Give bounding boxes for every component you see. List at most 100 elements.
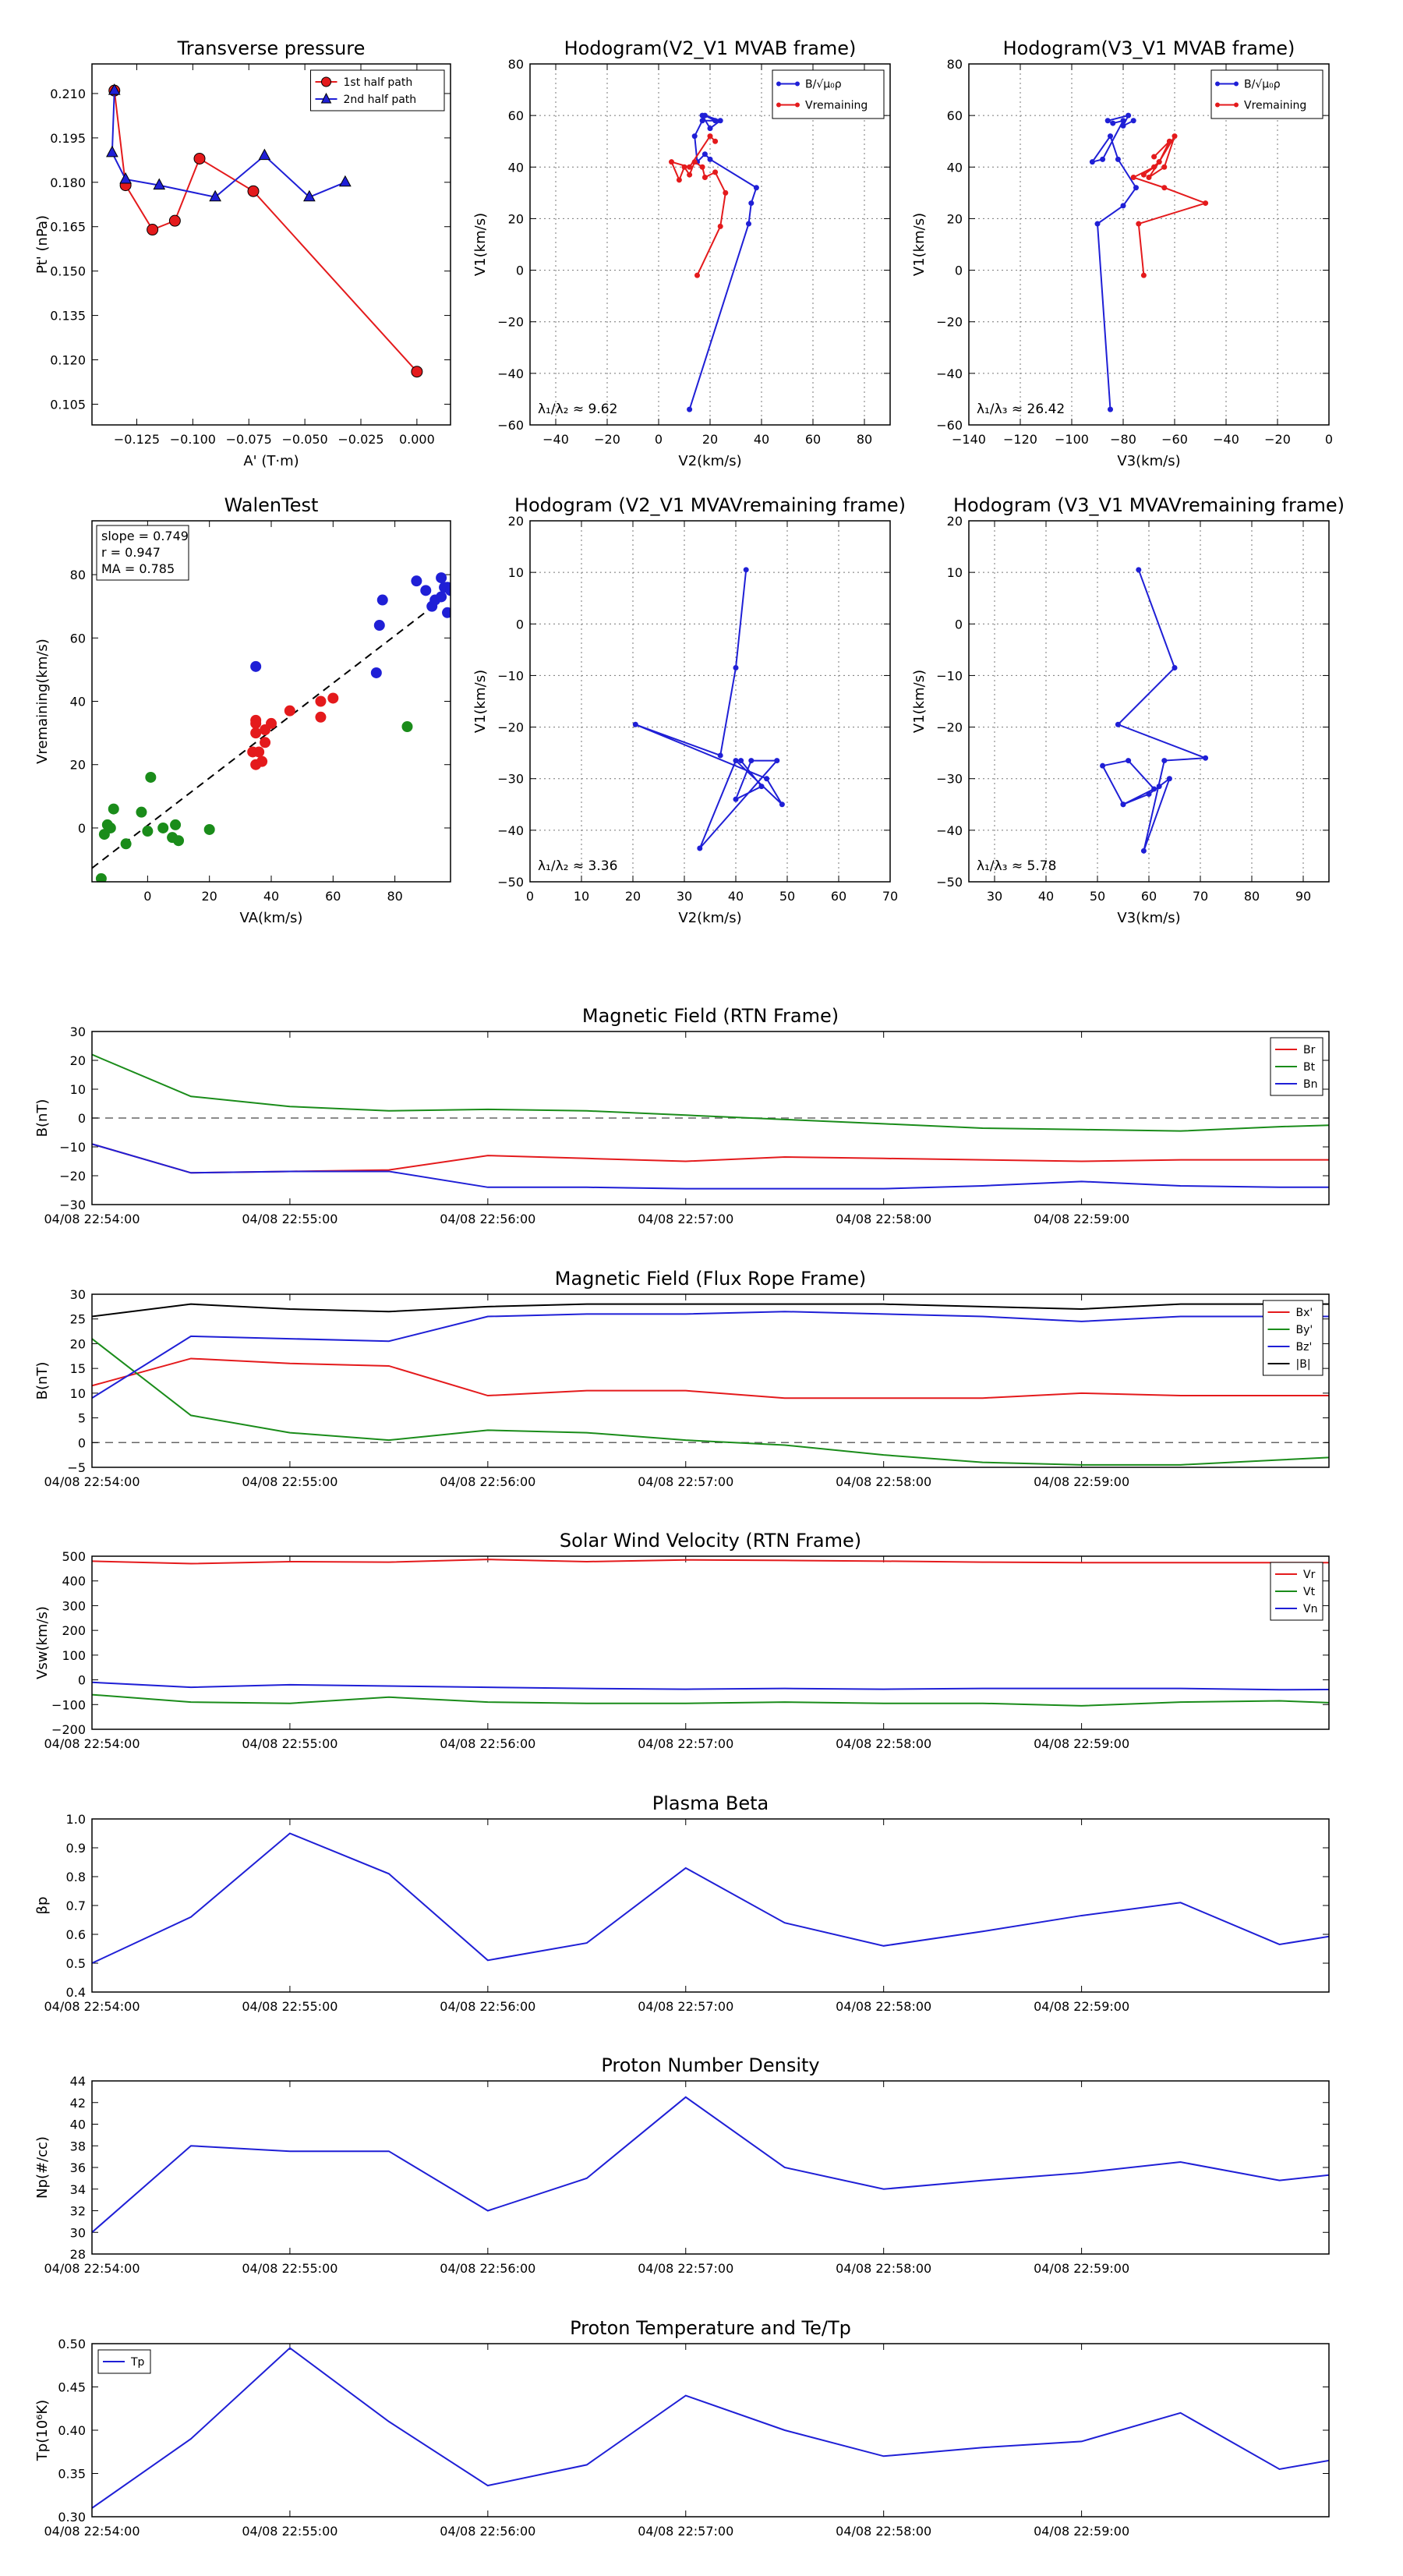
data-point bbox=[733, 665, 739, 671]
data-point bbox=[632, 721, 638, 727]
x-tick-label: 04/08 22:54:00 bbox=[44, 1999, 140, 2014]
y-axis-label: Vsw(km/s) bbox=[34, 1606, 51, 1679]
series-line-Bt bbox=[92, 1053, 1329, 1132]
data-point bbox=[1172, 665, 1178, 671]
x-tick-label: 04/08 22:59:00 bbox=[1034, 1212, 1129, 1226]
y-tick-label: 80 bbox=[508, 57, 524, 72]
y-tick-label: 300 bbox=[62, 1598, 86, 1613]
y-tick-label: 42 bbox=[70, 2096, 86, 2111]
legend-marker bbox=[795, 81, 800, 87]
x-axis-label: V3(km/s) bbox=[1117, 910, 1180, 926]
data-point bbox=[748, 200, 755, 207]
axes-frame bbox=[968, 63, 1330, 426]
x-tick-label: 04/08 22:58:00 bbox=[836, 2524, 931, 2539]
x-tick-label: 40 bbox=[728, 889, 744, 904]
x-tick-label: 04/08 22:58:00 bbox=[836, 2261, 931, 2276]
x-tick-label: −0.075 bbox=[226, 432, 272, 447]
plot-area bbox=[92, 1303, 1329, 1466]
x-tick-label: 04/08 22:57:00 bbox=[638, 2261, 733, 2276]
data-point bbox=[1151, 786, 1157, 792]
data-point bbox=[676, 177, 682, 183]
x-tick-label: 04/08 22:54:00 bbox=[44, 2524, 140, 2539]
data-point bbox=[250, 660, 262, 672]
data-point bbox=[1126, 758, 1132, 764]
data-point bbox=[1120, 801, 1126, 808]
data-point bbox=[758, 784, 765, 790]
data-point bbox=[108, 803, 119, 815]
data-point bbox=[119, 172, 132, 184]
y-tick-label: 34 bbox=[70, 2182, 86, 2197]
data-point bbox=[1115, 721, 1121, 727]
correlation-label: r = 0.947 bbox=[101, 545, 161, 560]
data-point bbox=[411, 575, 422, 587]
proton-temp-chart: 04/08 22:54:00 04/08 22:55:00 04/08 22:56:… bbox=[34, 2317, 1330, 2539]
data-point bbox=[266, 717, 277, 729]
data-point bbox=[1136, 221, 1142, 227]
data-point bbox=[712, 169, 719, 175]
y-tick-label: 40 bbox=[947, 160, 963, 175]
x-tick-label: 04/08 22:59:00 bbox=[1034, 2261, 1129, 2276]
fit-line bbox=[92, 592, 451, 869]
y-tick-label: 0 bbox=[78, 1435, 86, 1450]
legend-marker bbox=[321, 76, 331, 87]
y-tick-label: 10 bbox=[508, 565, 524, 580]
x-tick-label: 60 bbox=[805, 432, 821, 447]
data-point bbox=[699, 118, 705, 124]
x-tick-label: 10 bbox=[574, 889, 589, 904]
chart-title: Transverse pressure bbox=[177, 37, 366, 59]
data-point bbox=[106, 145, 118, 157]
y-tick-label: 60 bbox=[70, 631, 86, 646]
hodogram-v3-v1-mvab-chart: −140 −120 −100 −80 −60 −40 −20 0 −60 −40 −20 0 20 40 6… bbox=[911, 37, 1333, 469]
data-point bbox=[1146, 175, 1152, 181]
y-tick-label: 500 bbox=[62, 1549, 86, 1564]
y-tick-label: 40 bbox=[508, 160, 524, 175]
data-point bbox=[1161, 758, 1168, 764]
x-tick-label: 04/08 22:57:00 bbox=[638, 1999, 733, 2014]
data-point bbox=[1130, 118, 1136, 124]
x-tick-label: 04/08 22:54:00 bbox=[44, 1736, 140, 1751]
y-tick-label: −200 bbox=[51, 1722, 86, 1737]
x-tick-label: −0.050 bbox=[282, 432, 328, 447]
legend-entry: Bn bbox=[1303, 1078, 1317, 1091]
x-tick-label: −100 bbox=[1055, 432, 1089, 447]
y-tick-label: 20 bbox=[947, 514, 963, 529]
chart-title: Hodogram(V2_V1 MVAB frame) bbox=[564, 37, 857, 59]
data-point bbox=[1126, 112, 1132, 119]
data-point bbox=[699, 112, 705, 119]
y-tick-label: 0.7 bbox=[66, 1898, 86, 1913]
data-point bbox=[687, 172, 693, 178]
axes-frame bbox=[529, 520, 891, 883]
data-point bbox=[694, 272, 700, 278]
x-tick-label: −20 bbox=[1264, 432, 1291, 447]
y-tick-label: 0.150 bbox=[50, 264, 86, 279]
y-tick-label: 10 bbox=[70, 1386, 86, 1401]
series-line-By' bbox=[92, 1338, 1329, 1466]
x-tick-label: 04/08 22:55:00 bbox=[242, 2524, 337, 2539]
y-axis-label: V1(km/s) bbox=[472, 213, 489, 276]
series-line-B/√μ₀ρ bbox=[688, 115, 758, 410]
y-tick-label: 25 bbox=[70, 1312, 86, 1327]
x-tick-label: 0.000 bbox=[399, 432, 435, 447]
legend-entry: Bx' bbox=[1296, 1307, 1313, 1319]
data-point bbox=[1100, 763, 1106, 769]
y-axis-label: V1(km/s) bbox=[911, 213, 928, 276]
legend-entry: Vremaining bbox=[805, 100, 868, 112]
data-point bbox=[1108, 406, 1113, 412]
y-tick-label: −20 bbox=[59, 1169, 86, 1184]
y-tick-label: −30 bbox=[497, 772, 524, 787]
y-tick-label: 0 bbox=[955, 617, 963, 632]
y-tick-label: 0 bbox=[78, 1673, 86, 1688]
data-point bbox=[250, 727, 262, 739]
x-tick-label: 04/08 22:59:00 bbox=[1034, 1474, 1129, 1489]
data-point bbox=[697, 845, 703, 851]
y-tick-label: 10 bbox=[70, 1082, 86, 1097]
chart-title: Proton Temperature and Te/Tp bbox=[570, 2317, 851, 2339]
walen-test-chart: 0 20 40 60 80 0 20 40 60 80 WalenTest VA(km/s) Vrema… bbox=[34, 494, 451, 926]
legend: Tp bbox=[97, 2349, 151, 2374]
data-point bbox=[1136, 567, 1142, 573]
x-tick-label: 30 bbox=[987, 889, 1002, 904]
y-tick-label: 38 bbox=[70, 2139, 86, 2153]
y-tick-label: 20 bbox=[508, 514, 524, 529]
axes-frame bbox=[91, 63, 451, 426]
